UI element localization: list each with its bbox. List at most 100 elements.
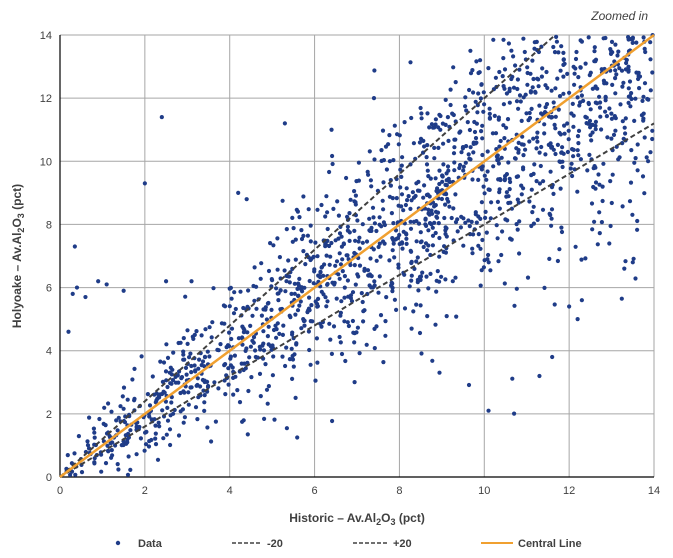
data-point bbox=[642, 81, 648, 86]
data-point bbox=[301, 233, 306, 238]
data-point bbox=[434, 278, 439, 283]
data-point bbox=[482, 191, 487, 196]
data-point bbox=[125, 472, 131, 477]
data-point bbox=[277, 331, 282, 336]
data-point bbox=[408, 219, 413, 224]
data-point bbox=[505, 117, 511, 122]
data-point bbox=[301, 249, 306, 254]
data-point bbox=[576, 141, 581, 146]
data-point bbox=[426, 286, 431, 291]
data-point bbox=[324, 304, 329, 309]
data-point bbox=[426, 211, 431, 216]
data-point bbox=[508, 200, 513, 205]
data-point bbox=[103, 461, 109, 466]
data-point bbox=[106, 401, 111, 406]
data-point bbox=[436, 221, 441, 226]
data-point bbox=[164, 432, 169, 437]
data-point bbox=[609, 116, 615, 121]
data-point bbox=[557, 247, 562, 252]
data-point bbox=[276, 298, 281, 303]
data-point bbox=[402, 306, 408, 311]
data-point bbox=[613, 128, 618, 133]
data-point bbox=[347, 211, 352, 216]
data-point bbox=[559, 229, 565, 235]
data-point bbox=[473, 99, 478, 104]
data-point bbox=[227, 330, 232, 335]
data-point bbox=[544, 69, 549, 75]
data-point bbox=[447, 204, 452, 209]
data-point bbox=[132, 398, 137, 403]
data-point bbox=[165, 384, 170, 390]
data-point bbox=[398, 185, 403, 190]
data-point bbox=[535, 217, 540, 222]
data-point bbox=[313, 240, 318, 245]
data-point bbox=[553, 151, 558, 157]
data-point bbox=[189, 279, 194, 284]
data-point bbox=[259, 313, 264, 318]
data-point bbox=[618, 102, 623, 107]
data-point bbox=[419, 351, 424, 356]
data-point bbox=[164, 378, 169, 383]
data-point bbox=[353, 238, 358, 243]
data-point bbox=[549, 223, 554, 228]
data-point bbox=[176, 340, 181, 346]
data-point bbox=[315, 301, 320, 307]
data-point bbox=[313, 378, 318, 383]
data-point bbox=[383, 144, 389, 149]
data-point bbox=[296, 283, 301, 288]
data-point bbox=[202, 400, 207, 405]
data-point bbox=[143, 442, 149, 447]
data-point bbox=[360, 222, 365, 227]
data-point bbox=[622, 266, 627, 271]
data-point bbox=[421, 138, 426, 143]
data-point bbox=[611, 132, 617, 137]
data-point bbox=[387, 258, 392, 263]
data-point bbox=[437, 181, 442, 187]
data-point bbox=[436, 145, 441, 150]
data-point bbox=[338, 340, 343, 345]
data-point bbox=[482, 102, 487, 107]
data-point bbox=[556, 50, 561, 55]
data-point bbox=[555, 76, 560, 81]
x-tick-label: 12 bbox=[563, 485, 575, 497]
data-point bbox=[314, 336, 319, 341]
data-point bbox=[307, 347, 312, 353]
data-point bbox=[557, 94, 563, 99]
data-point bbox=[164, 342, 169, 347]
data-point bbox=[125, 397, 130, 402]
data-point bbox=[130, 377, 135, 382]
data-point bbox=[114, 418, 119, 423]
data-point bbox=[497, 206, 502, 211]
data-point bbox=[472, 129, 478, 135]
data-point bbox=[105, 443, 110, 448]
data-point bbox=[576, 153, 581, 158]
data-point bbox=[499, 252, 504, 258]
data-point bbox=[232, 290, 237, 295]
data-point bbox=[593, 127, 598, 132]
data-point bbox=[158, 359, 163, 364]
data-point bbox=[522, 49, 527, 55]
data-point bbox=[169, 400, 174, 405]
data-point bbox=[483, 209, 488, 214]
data-point bbox=[430, 125, 436, 130]
data-point bbox=[418, 303, 423, 308]
data-point bbox=[630, 212, 635, 217]
data-point bbox=[424, 223, 429, 228]
data-point bbox=[567, 304, 572, 309]
data-point bbox=[391, 158, 396, 163]
data-point bbox=[327, 169, 332, 175]
data-point bbox=[521, 95, 526, 100]
data-point bbox=[635, 168, 640, 173]
data-point bbox=[399, 192, 405, 197]
data-point bbox=[535, 139, 540, 144]
data-point bbox=[219, 321, 224, 326]
data-point bbox=[79, 470, 85, 475]
data-point bbox=[586, 101, 592, 107]
data-point bbox=[403, 231, 409, 236]
data-point bbox=[517, 251, 522, 256]
data-point bbox=[570, 173, 575, 179]
data-point bbox=[415, 255, 420, 260]
data-point bbox=[414, 181, 419, 186]
data-point bbox=[533, 90, 538, 95]
data-point bbox=[476, 232, 481, 237]
